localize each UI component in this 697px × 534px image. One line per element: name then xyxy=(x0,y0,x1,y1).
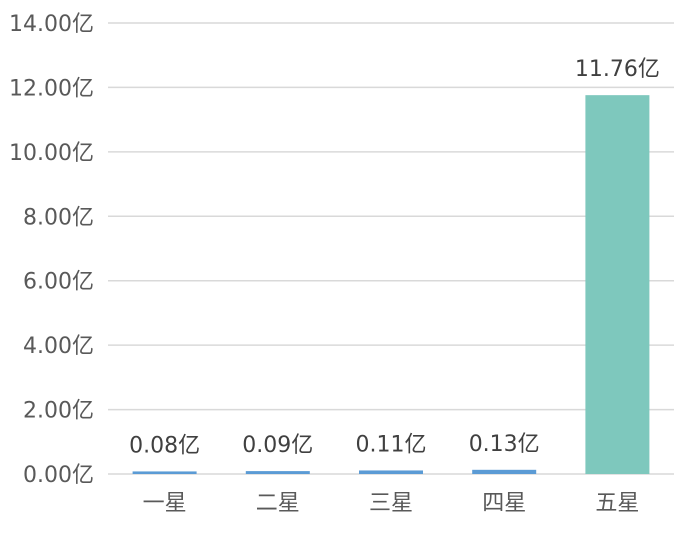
bar xyxy=(132,471,197,474)
y-tick-label: 8.00亿 xyxy=(23,205,94,230)
data-labels: 0.08亿 0.09亿 0.11亿 0.13亿 11.76亿 xyxy=(129,57,660,458)
y-tick-label: 6.00亿 xyxy=(23,270,94,295)
x-axis-category-labels: 一星 二星 三星 四星 五星 xyxy=(143,491,640,516)
data-label: 0.11亿 xyxy=(356,432,427,457)
category-label: 五星 xyxy=(595,491,639,516)
y-tick-label: 2.00亿 xyxy=(23,399,94,424)
bars xyxy=(132,95,650,474)
category-label: 一星 xyxy=(143,491,187,516)
y-tick-label: 14.00亿 xyxy=(9,12,94,37)
category-label: 二星 xyxy=(256,491,300,516)
y-tick-label: 10.00亿 xyxy=(9,141,94,166)
data-label: 0.08亿 xyxy=(129,433,200,458)
y-tick-label: 12.00亿 xyxy=(9,76,94,101)
category-label: 三星 xyxy=(369,491,413,516)
bar xyxy=(472,469,537,474)
data-label: 11.76亿 xyxy=(575,57,660,82)
data-label: 0.09亿 xyxy=(242,433,313,458)
data-label: 0.13亿 xyxy=(469,432,540,457)
gridlines xyxy=(108,22,674,475)
bar xyxy=(245,471,310,474)
y-tick-label: 4.00亿 xyxy=(23,334,94,359)
bar xyxy=(359,470,423,474)
y-tick-label: 0.00亿 xyxy=(23,463,94,488)
bar xyxy=(585,95,650,474)
y-axis-tick-labels: 0.00亿 2.00亿 4.00亿 6.00亿 8.00亿 10.00亿 12.00亿 14.… xyxy=(9,12,94,488)
category-label: 四星 xyxy=(482,491,526,516)
